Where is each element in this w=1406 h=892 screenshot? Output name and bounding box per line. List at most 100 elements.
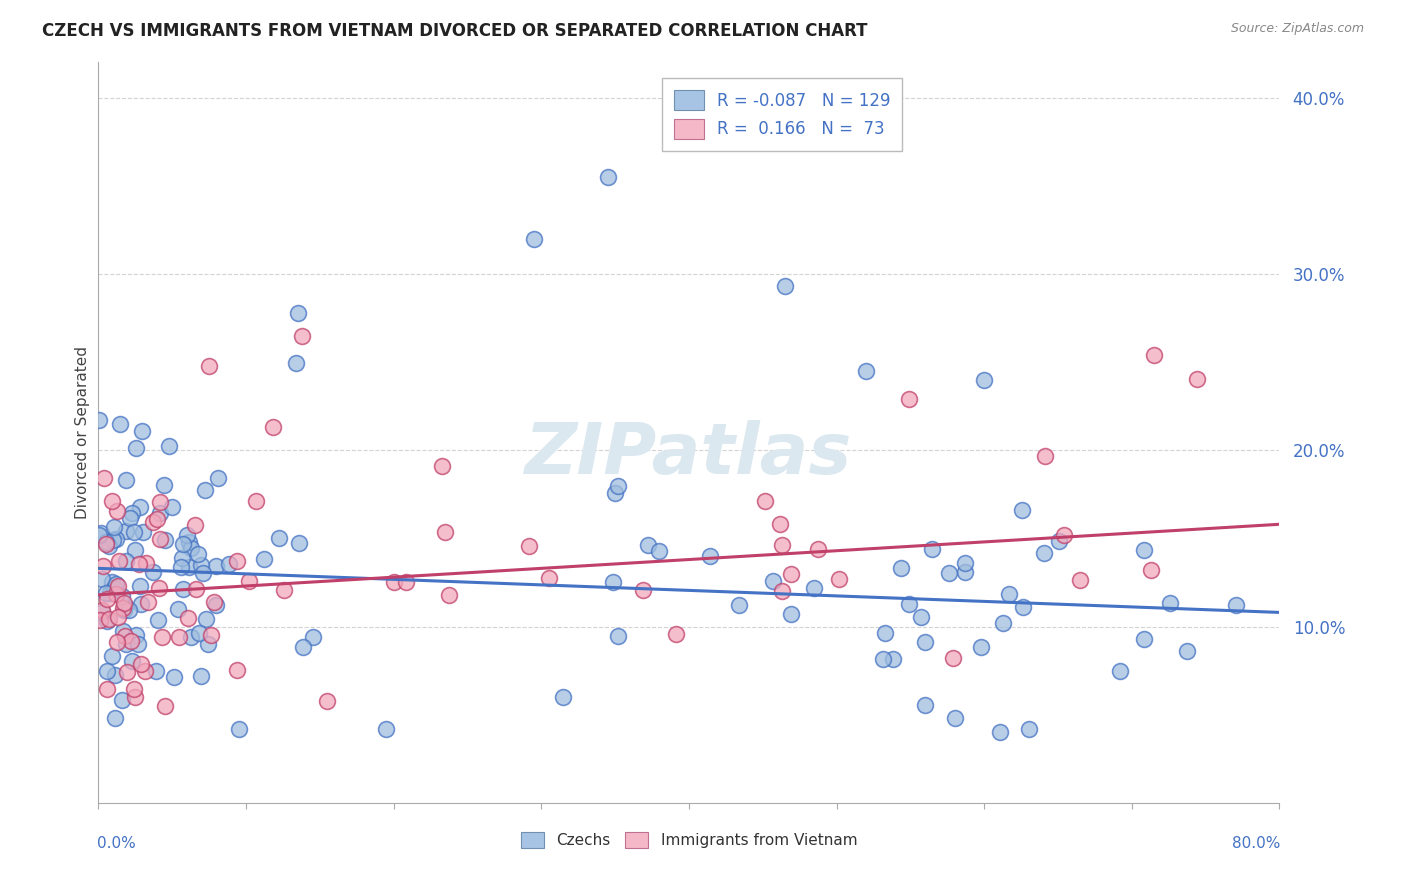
Point: [988, 725, 1011, 739]
Point: [153, 698, 176, 713]
Point: [179, 559, 201, 574]
Point: [648, 544, 671, 558]
Point: [124, 542, 146, 557]
Point: [96, 534, 118, 549]
Point: [121, 654, 143, 668]
Point: [96, 614, 118, 628]
Point: [727, 598, 749, 612]
Point: [202, 595, 225, 609]
Point: [157, 439, 180, 453]
Point: [94, 536, 117, 550]
Point: [90, 602, 112, 616]
Point: [262, 420, 284, 434]
Point: [973, 373, 995, 387]
Point: [207, 471, 229, 485]
Point: [773, 279, 796, 293]
Point: [103, 520, 125, 534]
Point: [921, 542, 943, 557]
Point: [107, 609, 129, 624]
Point: [780, 566, 803, 581]
Point: [602, 575, 624, 590]
Point: [596, 169, 619, 184]
Point: [150, 630, 173, 644]
Point: [177, 611, 200, 625]
Point: [955, 565, 977, 579]
Point: [169, 631, 191, 645]
Point: [129, 500, 152, 514]
Point: [148, 613, 170, 627]
Text: ZIPatlas: ZIPatlas: [526, 420, 852, 490]
Point: [114, 554, 136, 568]
Point: [131, 425, 153, 439]
Point: [955, 556, 977, 570]
Point: [969, 640, 991, 655]
Point: [97, 539, 120, 553]
Point: [128, 579, 150, 593]
Point: [191, 566, 214, 580]
Point: [770, 538, 793, 552]
Point: [292, 640, 315, 654]
Point: [172, 537, 194, 551]
Point: [637, 538, 659, 552]
Point: [87, 413, 110, 427]
Point: [603, 486, 626, 500]
Point: [430, 458, 453, 473]
Point: [160, 500, 183, 514]
Point: [107, 578, 129, 592]
Point: [607, 629, 630, 643]
Point: [98, 612, 121, 626]
Point: [179, 535, 201, 549]
Point: [111, 589, 134, 603]
Point: [90, 525, 112, 540]
Point: [96, 664, 118, 678]
Point: [112, 603, 135, 617]
Point: [134, 664, 156, 678]
Point: [382, 575, 405, 590]
Point: [245, 494, 267, 508]
Point: [252, 551, 274, 566]
Point: [942, 650, 965, 665]
Point: [754, 494, 776, 508]
Point: [108, 417, 131, 431]
Point: [124, 690, 146, 704]
Point: [105, 587, 128, 601]
Point: [93, 558, 115, 573]
Point: [807, 541, 830, 556]
Point: [115, 524, 138, 539]
Point: [125, 628, 148, 642]
Y-axis label: Divorced or Separated: Divorced or Separated: [75, 346, 90, 519]
Point: [105, 504, 128, 518]
Point: [149, 495, 172, 509]
Point: [142, 566, 165, 580]
Point: [129, 598, 152, 612]
Point: [93, 471, 115, 485]
Point: [914, 635, 936, 649]
Point: [120, 633, 142, 648]
Point: [517, 540, 540, 554]
Point: [665, 626, 688, 640]
Point: [228, 722, 250, 736]
Text: CZECH VS IMMIGRANTS FROM VIETNAM DIVORCED OR SEPARATED CORRELATION CHART: CZECH VS IMMIGRANTS FROM VIETNAM DIVORCE…: [42, 22, 868, 40]
Point: [872, 652, 894, 666]
Point: [194, 483, 217, 497]
Point: [288, 536, 311, 550]
Point: [172, 582, 194, 596]
Point: [631, 582, 654, 597]
Point: [523, 232, 546, 246]
Point: [606, 479, 628, 493]
Point: [127, 637, 149, 651]
Point: [153, 477, 176, 491]
Point: [101, 494, 124, 508]
Point: [803, 581, 825, 595]
Point: [114, 629, 136, 643]
Point: [195, 612, 218, 626]
Point: [762, 574, 785, 589]
Point: [183, 518, 205, 533]
Point: [96, 681, 118, 696]
Point: [882, 652, 904, 666]
Point: [218, 558, 240, 572]
Point: [1132, 632, 1154, 647]
Point: [122, 524, 145, 539]
Point: [128, 557, 150, 571]
Point: [101, 649, 124, 664]
